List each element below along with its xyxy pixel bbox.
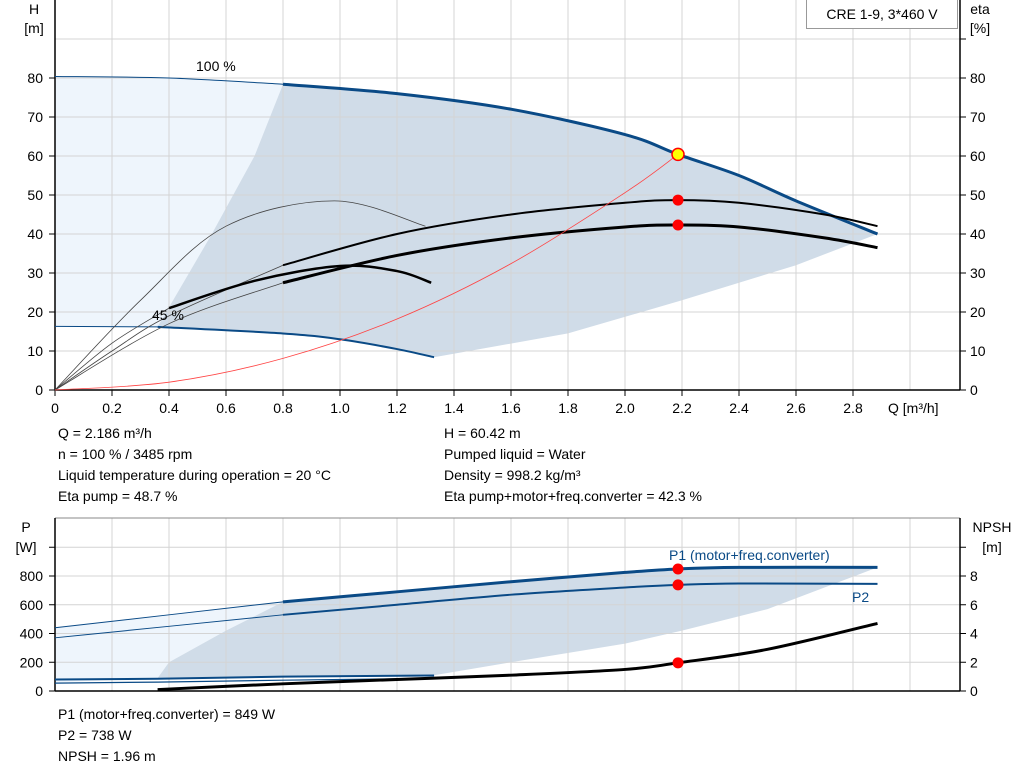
curve-label-100: 100 % (196, 58, 236, 74)
y-tick-label-right: 80 (970, 70, 986, 86)
x-tick-label: 0.8 (273, 400, 293, 416)
eta-total-curve-extension (54, 282, 284, 391)
npsh-tick-label: 0 (970, 683, 978, 699)
info-bottom: P1 (motor+freq.converter) = 849 W P2 = 7… (58, 704, 275, 767)
x-tick-label: 0.4 (159, 400, 179, 416)
duty-point-head (671, 147, 685, 162)
power-operating-area (157, 567, 878, 679)
p-tick-label: 400 (20, 626, 44, 642)
info-flow: Q = 2.186 m³/h (58, 425, 152, 441)
x-tick-label: 0 (51, 400, 59, 416)
x-tick-label: 2.6 (786, 400, 806, 416)
p-tick-label: 800 (20, 568, 44, 584)
y-tick-label: 40 (27, 226, 43, 242)
p-tick-label: 0 (35, 683, 43, 699)
head-curve-45 (157, 325, 435, 359)
p-tick-label: 600 (20, 597, 44, 613)
y-axis-right-label: eta (970, 1, 990, 17)
p1-curve-label: P1 (motor+freq.converter) (669, 547, 830, 563)
p1-curve-45 (54, 674, 435, 681)
x-tick-label: 2.4 (729, 400, 749, 416)
x-axis-label: Q [m³/h] (888, 400, 939, 416)
curve-label-45: 45 % (152, 307, 184, 323)
x-tick-label: 2.8 (843, 400, 863, 416)
npsh-axis-label: NPSH (973, 519, 1012, 535)
eta-total-curve (282, 223, 878, 285)
y-tick-label-right: 50 (970, 187, 986, 203)
duty-point-npsh (672, 657, 684, 669)
y-tick-label-right: 0 (970, 382, 978, 398)
info-eta-total: Eta pump+motor+freq.converter = 42.3 % (444, 488, 702, 504)
y-axis-unit: [m] (24, 20, 43, 36)
info-top-right: H = 60.42 m Pumped liquid = Water Densit… (444, 423, 702, 507)
p1-curve (282, 565, 878, 604)
npsh-tick-label: 4 (970, 626, 978, 642)
p1-curve-extension (54, 601, 284, 629)
info-head: H = 60.42 m (444, 425, 521, 441)
p2-curve (282, 582, 878, 616)
x-tick-label: 1.2 (387, 400, 407, 416)
eta-total-curve-45-extension (54, 307, 170, 391)
head-curve-100 (282, 82, 879, 236)
y-tick-label: 50 (27, 187, 43, 203)
head-curve-100-extension (54, 75, 284, 85)
p-tick-label: 200 (20, 654, 44, 670)
npsh-tick-label: 2 (970, 654, 978, 670)
x-tick-label: 2.2 (672, 400, 692, 416)
model-label: CRE 1-9, 3*460 V (806, 0, 958, 29)
npsh-curve (157, 621, 878, 692)
y-tick-label-right: 70 (970, 109, 986, 125)
y-tick-label-right: 40 (970, 226, 986, 242)
y-axis-right-unit: [%] (970, 20, 990, 36)
info-density: Density = 998.2 kg/m³ (444, 467, 581, 483)
eta-pump-curve (282, 199, 878, 267)
info-speed: n = 100 % / 3485 rpm (58, 446, 193, 462)
info-p1: P1 (motor+freq.converter) = 849 W (58, 706, 276, 722)
x-tick-label: 1.8 (558, 400, 578, 416)
info-temperature: Liquid temperature during operation = 20… (58, 467, 331, 483)
npsh-tick-label: 8 (970, 568, 978, 584)
p2-curve-label: P2 (852, 589, 869, 605)
y-tick-label: 60 (27, 148, 43, 164)
info-p2: P2 = 738 W (58, 727, 132, 743)
info-npsh: NPSH = 1.96 m (58, 748, 156, 764)
eta-pump-curve-45 (54, 200, 426, 391)
y-axis-label: H (29, 1, 39, 17)
y-tick-label: 30 (27, 265, 43, 281)
y-tick-label: 20 (27, 304, 43, 320)
duty-point-eta-total (672, 219, 684, 231)
x-tick-label: 1.0 (330, 400, 350, 416)
npsh-tick-label: 6 (970, 597, 978, 613)
y-tick-label: 70 (27, 109, 43, 125)
y-tick-label: 10 (27, 343, 43, 359)
eta-total-curve-45 (168, 264, 432, 310)
duty-point-p2 (672, 579, 684, 591)
y-tick-label: 0 (35, 382, 43, 398)
duty-point-eta-pump (672, 194, 684, 206)
x-tick-label: 1.6 (501, 400, 521, 416)
info-eta-pump: Eta pump = 48.7 % (58, 488, 178, 504)
p-axis-label: P (21, 519, 30, 535)
p2-curve-45 (54, 677, 435, 684)
info-liquid: Pumped liquid = Water (444, 446, 586, 462)
x-tick-label: 0.2 (102, 400, 122, 416)
y-tick-label-right: 10 (970, 343, 986, 359)
y-tick-label-right: 20 (970, 304, 986, 320)
duty-point-p1 (672, 563, 684, 575)
operating-area (157, 84, 878, 358)
p-axis-unit: [W] (16, 539, 37, 555)
npsh-axis-unit: [m] (982, 539, 1001, 555)
info-top-left: Q = 2.186 m³/h n = 100 % / 3485 rpm Liqu… (58, 423, 331, 507)
x-tick-label: 2.0 (615, 400, 635, 416)
x-tick-label: 1.4 (444, 400, 464, 416)
x-tick-label: 0.6 (216, 400, 236, 416)
system-curve (54, 154, 679, 391)
y-tick-label-right: 60 (970, 148, 986, 164)
y-tick-label-right: 30 (970, 265, 986, 281)
y-tick-label: 80 (27, 70, 43, 86)
p2-curve-extension (54, 614, 284, 639)
